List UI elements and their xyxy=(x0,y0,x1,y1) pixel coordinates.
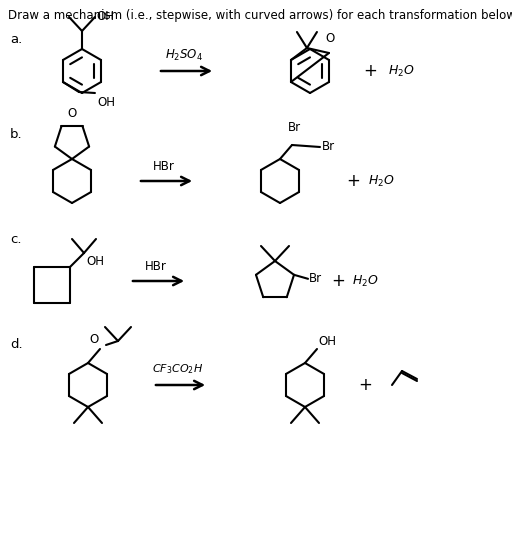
Text: +: + xyxy=(331,272,345,290)
Text: +: + xyxy=(363,62,377,80)
Text: c.: c. xyxy=(10,233,22,246)
Text: OH: OH xyxy=(86,255,104,268)
Text: a.: a. xyxy=(10,33,22,46)
Text: b.: b. xyxy=(10,128,23,141)
Text: OH: OH xyxy=(318,335,336,348)
Text: HBr: HBr xyxy=(145,260,167,273)
Text: $CF_3CO_2H$: $CF_3CO_2H$ xyxy=(153,362,204,376)
Text: OH: OH xyxy=(96,10,114,23)
Text: Br: Br xyxy=(309,273,322,285)
Text: d.: d. xyxy=(10,338,23,351)
Text: Br: Br xyxy=(288,121,301,134)
Text: +: + xyxy=(346,172,360,190)
Text: $H_2O$: $H_2O$ xyxy=(352,274,379,288)
Text: O: O xyxy=(325,32,334,45)
Text: OH: OH xyxy=(97,96,115,109)
Text: Br: Br xyxy=(322,141,335,154)
Text: O: O xyxy=(90,333,99,346)
Text: HBr: HBr xyxy=(153,160,175,173)
Text: $H_2O$: $H_2O$ xyxy=(388,64,415,79)
Text: Draw a mechanism (i.e., stepwise, with curved arrows) for each transformation be: Draw a mechanism (i.e., stepwise, with c… xyxy=(8,9,512,22)
Text: O: O xyxy=(68,108,77,121)
Text: +: + xyxy=(358,376,372,394)
Text: $H_2O$: $H_2O$ xyxy=(368,173,395,188)
Text: $H_2SO_4$: $H_2SO_4$ xyxy=(165,48,203,63)
